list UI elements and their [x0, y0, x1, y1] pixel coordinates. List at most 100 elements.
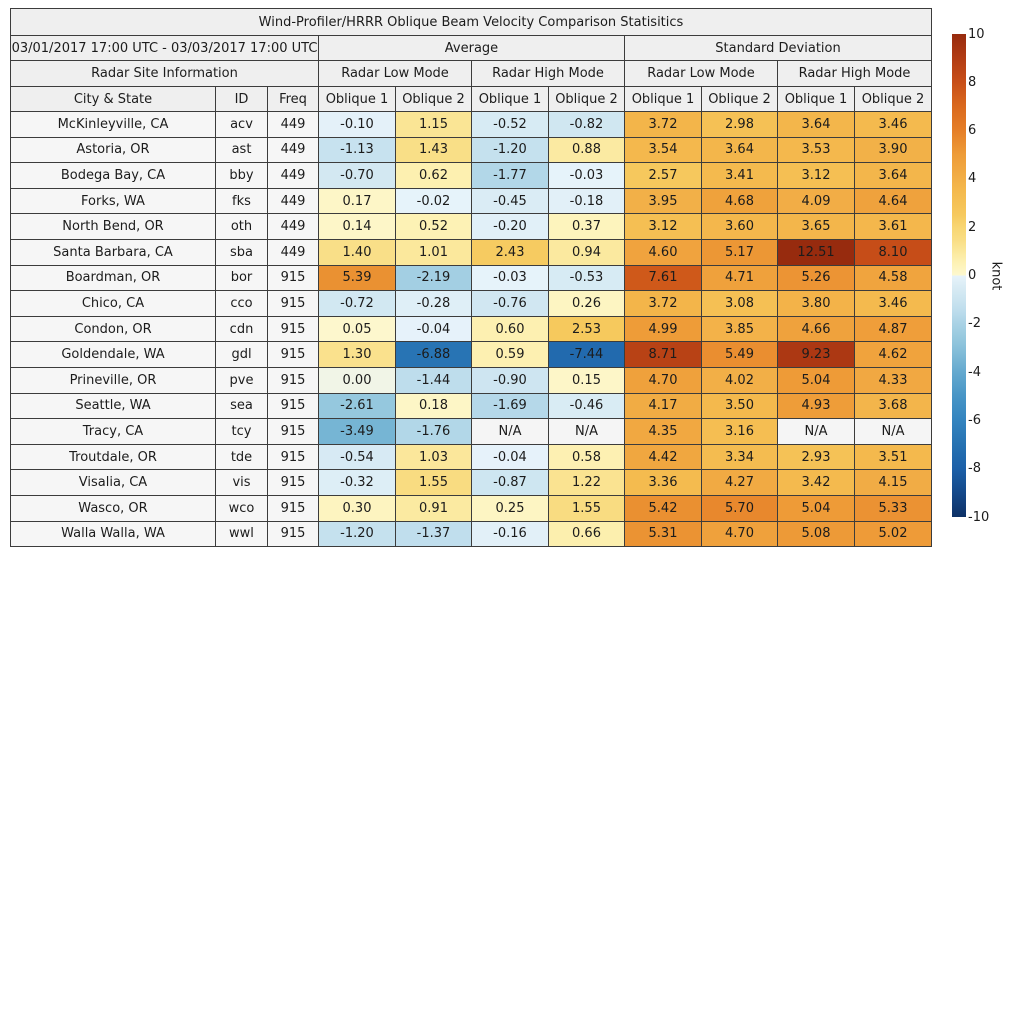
id-cell: tcy [215, 418, 268, 445]
value-cell: 3.95 [624, 187, 702, 215]
comparison-table: Wind-Profiler/HRRR Oblique Beam Velocity… [10, 8, 932, 548]
value-cell: 4.09 [777, 187, 855, 215]
value-cell: N/A [777, 418, 855, 445]
city-cell: McKinleyville, CA [10, 111, 216, 138]
table-row: Boardman, OR bor 915 5.39 -2.19 -0.03 -0.53 7.6… [10, 264, 932, 292]
table-row: Chico, CA cco 915 -0.72 -0.28 -0.76 0.26 3.72 3.… [10, 290, 932, 317]
city-cell: Visalia, CA [10, 469, 216, 496]
value-cell: 3.61 [854, 213, 932, 240]
colorbar-unit-label: knot [988, 261, 1004, 291]
value-cell: 0.52 [395, 213, 472, 240]
colorbar-tick-label: 10 [968, 26, 985, 42]
value-cell: 4.70 [624, 366, 702, 394]
id-cell: vis [215, 469, 268, 496]
value-cell: 0.26 [548, 290, 625, 317]
freq-cell: 449 [267, 213, 319, 240]
value-cell: 3.72 [624, 290, 702, 317]
freq-cell: 449 [267, 162, 319, 189]
value-cell: N/A [854, 418, 932, 445]
value-cell: 0.18 [395, 392, 472, 420]
value-cell: 1.30 [318, 341, 396, 368]
value-cell: 3.46 [854, 111, 932, 138]
freq-cell: 915 [267, 494, 319, 522]
id-cell: bor [215, 264, 268, 292]
value-cell: 5.26 [777, 264, 855, 292]
value-cell: 4.70 [701, 520, 778, 548]
value-cell: -0.46 [548, 392, 625, 420]
city-cell: Goldendale, WA [10, 341, 216, 368]
city-cell: Forks, WA [10, 187, 216, 215]
id-cell: oth [215, 213, 268, 240]
value-cell: -7.44 [548, 341, 625, 368]
colorbar-tick-label: 0 [968, 268, 977, 283]
value-cell: 0.88 [548, 136, 625, 164]
freq-cell: 449 [267, 136, 319, 164]
table-row: Goldendale, WA gdl 915 1.30 -6.88 0.59 -7.44 8.… [10, 341, 932, 368]
value-cell: -3.49 [318, 418, 396, 445]
value-cell: 0.91 [395, 494, 472, 522]
column-header-oblique: Oblique 2 [395, 86, 472, 112]
value-cell: 3.12 [624, 213, 702, 240]
column-header-oblique: Oblique 1 [318, 86, 396, 112]
city-cell: Prineville, OR [10, 366, 216, 394]
value-cell: 4.60 [624, 238, 702, 266]
freq-cell: 449 [267, 111, 319, 138]
value-cell: 3.34 [701, 443, 778, 471]
value-cell: 0.00 [318, 366, 396, 394]
value-cell: N/A [471, 418, 549, 445]
value-cell: 3.12 [777, 162, 855, 189]
site-info-header: Radar Site Information [10, 60, 319, 87]
value-cell: -1.37 [395, 520, 472, 548]
id-cell: acv [215, 111, 268, 138]
freq-cell: 449 [267, 187, 319, 215]
value-cell: 0.66 [548, 520, 625, 548]
value-cell: 3.64 [701, 136, 778, 164]
value-cell: -2.61 [318, 392, 396, 420]
value-cell: 5.04 [777, 494, 855, 522]
id-cell: wwl [215, 520, 268, 548]
freq-cell: 915 [267, 443, 319, 471]
value-cell: 4.99 [624, 315, 702, 343]
value-cell: 2.53 [548, 315, 625, 343]
value-cell: 5.33 [854, 494, 932, 522]
value-cell: -0.10 [318, 111, 396, 138]
value-cell: 0.14 [318, 213, 396, 240]
value-cell: -0.87 [471, 469, 549, 496]
table-title: Wind-Profiler/HRRR Oblique Beam Velocity… [10, 8, 932, 36]
date-range: 03/01/2017 17:00 UTC - 03/03/2017 17:00 … [10, 35, 319, 61]
id-cell: cco [215, 290, 268, 317]
freq-cell: 915 [267, 264, 319, 292]
city-cell: Santa Barbara, CA [10, 238, 216, 266]
value-cell: -1.44 [395, 366, 472, 394]
value-cell: 0.60 [471, 315, 549, 343]
id-cell: fks [215, 187, 268, 215]
value-cell: 5.42 [624, 494, 702, 522]
table-row: Condon, OR cdn 915 0.05 -0.04 0.60 2.53 4.99 3.8… [10, 315, 932, 343]
value-cell: 2.43 [471, 238, 549, 266]
id-cell: wco [215, 494, 268, 522]
value-cell: 3.46 [854, 290, 932, 317]
table-row: Bodega Bay, CA bby 449 -0.70 0.62 -1.77 -0.03 2… [10, 162, 932, 189]
value-cell: 4.66 [777, 315, 855, 343]
mode-header: Radar High Mode [777, 60, 932, 87]
value-cell: -0.76 [471, 290, 549, 317]
freq-cell: 915 [267, 366, 319, 394]
colorbar-tick-label: 4 [968, 171, 977, 187]
id-cell: tde [215, 443, 268, 471]
value-cell: 4.93 [777, 392, 855, 420]
value-cell: -0.70 [318, 162, 396, 189]
colorbar-tick-label: -8 [968, 461, 981, 477]
value-cell: 2.93 [777, 443, 855, 471]
freq-cell: 915 [267, 315, 319, 343]
column-header-oblique: Oblique 2 [701, 86, 778, 112]
value-cell: 5.08 [777, 520, 855, 548]
value-cell: 3.50 [701, 392, 778, 420]
value-cell: 5.04 [777, 366, 855, 394]
value-cell: 3.60 [701, 213, 778, 240]
freq-cell: 449 [267, 238, 319, 266]
value-cell: 2.98 [701, 111, 778, 138]
value-cell: 3.53 [777, 136, 855, 164]
value-cell: -0.02 [395, 187, 472, 215]
column-header-oblique: Oblique 1 [777, 86, 855, 112]
